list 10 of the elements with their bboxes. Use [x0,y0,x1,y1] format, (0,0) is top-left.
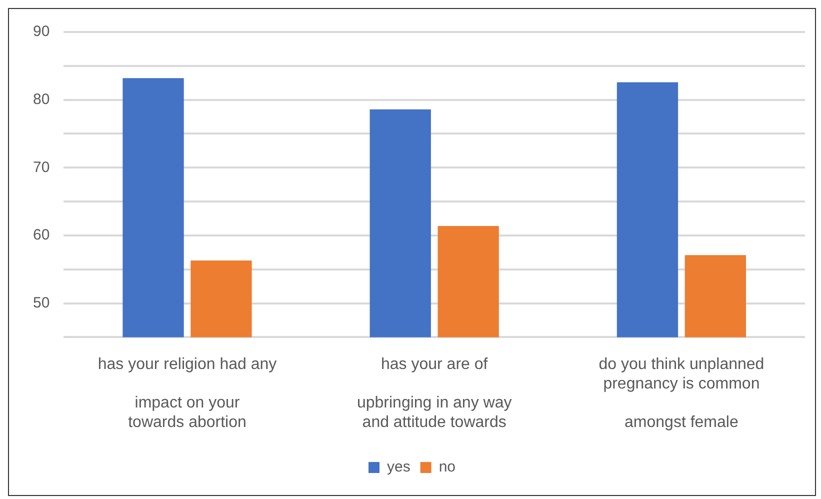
category-label: has your are of upbringing in any way and attitude towards [356,356,512,431]
category-label: has your religion had any impact on your towards abortion [98,356,277,431]
y-tick-label: 90 [32,23,50,40]
y-tick-label: 80 [32,90,50,108]
y-tick-label: 50 [32,294,50,312]
y-tick-label: 60 [32,226,50,244]
legend-label: no [438,458,456,476]
category-label: do you think unplanned pregnancy is common amongst female [598,356,764,431]
legend-label: yes [386,458,410,476]
y-tick-label: 70 [32,158,50,176]
